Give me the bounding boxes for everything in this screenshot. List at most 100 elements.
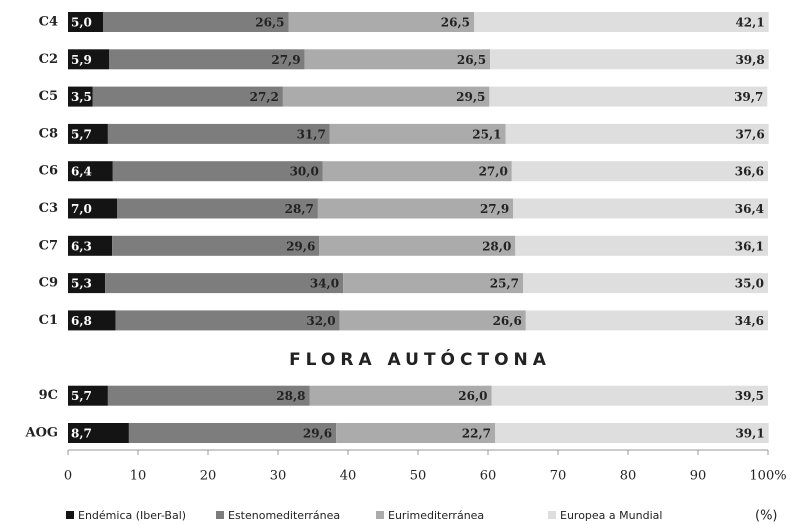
bar-segment <box>68 235 113 256</box>
bar-segment <box>107 385 310 406</box>
legend-swatch <box>376 511 384 519</box>
category-label: C4 <box>39 15 58 30</box>
value-label: 39,1 <box>735 427 764 441</box>
bar-segment <box>117 198 318 219</box>
x-tick-label: 100% <box>749 469 786 484</box>
value-label: 36,4 <box>735 202 764 216</box>
x-tick-label: 90 <box>690 469 707 484</box>
value-label: 25,1 <box>472 127 501 141</box>
value-label: 5,7 <box>71 127 92 141</box>
bar-segment <box>322 161 512 182</box>
value-label: 36,1 <box>735 239 764 253</box>
bar-segment <box>491 385 768 406</box>
bar-segment <box>68 273 106 294</box>
value-label: 5,9 <box>71 53 92 67</box>
legend-swatch <box>216 511 224 519</box>
bar-segment <box>128 423 337 443</box>
category-label: 9C <box>39 388 58 403</box>
value-label: 27,9 <box>271 53 300 67</box>
bar-segment <box>115 310 340 331</box>
value-label: 29,5 <box>456 90 485 104</box>
value-label: 36,6 <box>735 165 764 179</box>
category-label: C8 <box>39 126 58 141</box>
value-label: 35,0 <box>735 277 764 291</box>
bar-segment <box>495 423 769 443</box>
value-label: 26,6 <box>493 314 522 328</box>
value-label: 27,0 <box>479 165 508 179</box>
value-label: 26,5 <box>255 16 284 30</box>
value-label: 28,0 <box>482 239 511 253</box>
value-label: 29,6 <box>286 239 315 253</box>
legend-swatch <box>66 511 74 519</box>
value-label: 6,4 <box>71 165 92 179</box>
x-tick-label: 70 <box>550 469 567 484</box>
bar-segment <box>309 385 492 406</box>
bar-segment <box>68 423 129 443</box>
x-tick-label: 10 <box>130 469 147 484</box>
category-label: C6 <box>39 164 58 179</box>
category-label: C2 <box>39 52 58 67</box>
bar-segment <box>68 161 113 182</box>
bar-segment <box>112 161 323 182</box>
value-label: 6,8 <box>71 314 92 328</box>
x-tick-label: 30 <box>270 469 287 484</box>
annotation: FLORA AUTÓCTONA <box>289 348 551 370</box>
bar-segment <box>92 86 283 107</box>
value-label: 7,0 <box>71 202 92 216</box>
category-label: C9 <box>39 276 58 291</box>
bar-segment <box>474 12 769 32</box>
value-label: 25,7 <box>490 277 519 291</box>
value-label: 37,6 <box>735 127 764 141</box>
bar-segment <box>68 123 108 144</box>
bar-segment <box>339 310 526 331</box>
bar-segment <box>489 86 768 107</box>
bar-segment <box>336 423 495 443</box>
value-label: 30,0 <box>290 165 319 179</box>
value-label: 28,8 <box>276 389 305 403</box>
bar-segment <box>68 12 103 32</box>
bar-segment <box>107 123 330 144</box>
value-label: 32,0 <box>306 314 335 328</box>
value-label: 22,7 <box>462 427 491 441</box>
bar-segment <box>525 310 768 331</box>
bar-segment <box>103 12 289 32</box>
value-label: 29,6 <box>303 427 332 441</box>
value-label: 27,2 <box>250 90 279 104</box>
legend-label: Estenomediterránea <box>228 509 340 522</box>
bar-segment <box>513 198 768 219</box>
category-label: C5 <box>39 89 58 104</box>
bar-segment <box>112 235 320 256</box>
bar-segment <box>304 49 491 70</box>
bar-segment <box>343 273 523 294</box>
value-label: 31,7 <box>297 127 326 141</box>
x-tick-label: 0 <box>64 469 72 484</box>
bar-segment <box>523 273 768 294</box>
legend-swatch <box>548 511 556 519</box>
x-tick-label: 80 <box>620 469 637 484</box>
x-tick-label: 60 <box>480 469 497 484</box>
value-label: 28,7 <box>285 202 314 216</box>
bar-segment <box>105 273 344 294</box>
category-label: C3 <box>39 201 58 216</box>
legend-label: Europea a Mundial <box>560 509 662 522</box>
value-label: 39,7 <box>734 90 763 104</box>
value-label: 26,0 <box>458 389 487 403</box>
value-label: 34,6 <box>735 314 764 328</box>
value-label: 26,5 <box>457 53 486 67</box>
value-label: 5,7 <box>71 389 92 403</box>
bar-segment <box>288 12 474 32</box>
bar-segment <box>68 385 108 406</box>
bar-segment <box>319 235 516 256</box>
category-label: C1 <box>39 313 58 328</box>
bar-segment <box>317 198 514 219</box>
bar-segment <box>109 49 305 70</box>
value-label: 5,3 <box>71 277 92 291</box>
value-label: 6,3 <box>71 239 92 253</box>
x-tick-label: 20 <box>200 469 217 484</box>
value-label: 8,7 <box>71 427 92 441</box>
value-label: 42,1 <box>735 16 764 30</box>
bar-segment <box>505 123 769 144</box>
x-tick-label: 40 <box>340 469 357 484</box>
x-tick-label: 50 <box>410 469 427 484</box>
